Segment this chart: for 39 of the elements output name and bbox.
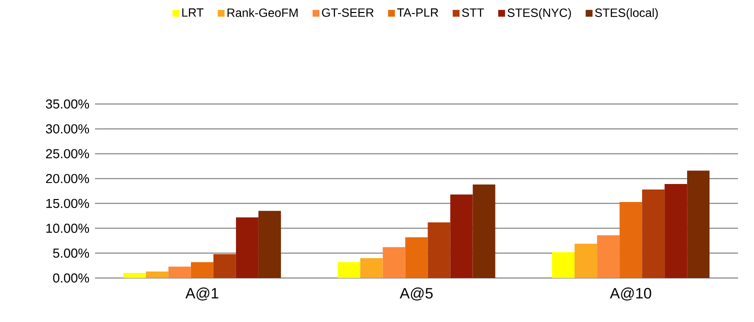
bar: [428, 222, 450, 278]
bar: [574, 244, 598, 278]
y-tick-label: 35.00%: [46, 99, 90, 109]
legend-label: STES(NYC): [508, 8, 571, 20]
y-tick-label: 10.00%: [46, 224, 90, 233]
bar: [552, 252, 575, 278]
bar: [213, 254, 236, 278]
bar: [168, 266, 191, 278]
y-tick-label: 15.00%: [46, 198, 90, 208]
y-tick-label: 30.00%: [46, 124, 90, 134]
bar: [382, 247, 406, 278]
legend-label: STES(local): [595, 8, 658, 20]
y-tick-label: 0.00%: [53, 273, 90, 283]
bar: [146, 272, 168, 278]
bar: [687, 170, 710, 278]
y-tick-label: 5.00%: [53, 248, 90, 258]
bar: [597, 235, 620, 278]
y-tick-label: 20.00%: [46, 174, 90, 184]
bar: [338, 262, 360, 278]
bar: [664, 184, 688, 278]
bar: [360, 258, 383, 278]
legend-label: GT-SEER: [322, 8, 374, 17]
bar: [405, 237, 428, 278]
bar: [450, 194, 473, 278]
bar: [190, 262, 214, 278]
y-tick-label: 25.00%: [46, 149, 90, 158]
bar: [236, 217, 258, 278]
legend-label: TA-PLR: [397, 8, 438, 17]
x-tick-label: A@1: [185, 288, 218, 300]
x-tick-label: A@5: [400, 288, 433, 300]
x-tick-label: A@10: [610, 288, 652, 300]
legend-label: STT: [462, 8, 484, 17]
bar: [620, 202, 642, 278]
legend-label: Rank-GeoFM: [228, 8, 298, 18]
bar: [472, 184, 496, 278]
bar: [258, 210, 281, 278]
bar: [642, 190, 665, 278]
legend-label: LRT: [182, 8, 204, 17]
bar: [123, 273, 146, 278]
